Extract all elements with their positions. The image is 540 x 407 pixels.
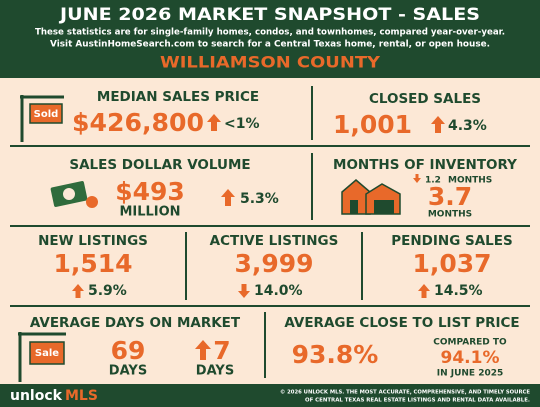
metric-change-unit: DAYS	[196, 364, 234, 379]
sign	[29, 103, 63, 124]
comparison-label: COMPARED TO	[433, 338, 507, 348]
coin	[86, 196, 98, 208]
metric-label: AVERAGE DAYS ON MARKET	[30, 315, 241, 331]
metric-label: ACTIVE LISTINGS	[210, 233, 339, 249]
sign-text: Sale	[35, 348, 59, 359]
metric-value: $426,800	[72, 108, 204, 137]
subtitle: Visit AustinHomeSearch.com to search for…	[50, 40, 490, 50]
metric-value: 69	[111, 336, 146, 365]
up-arrow	[72, 284, 84, 298]
logo-part: unlock	[10, 388, 63, 404]
subtitle: These statistics are for single-family h…	[35, 28, 505, 38]
copyright: © 2026 UNLOCK MLS. THE MOST ACCURATE, CO…	[280, 390, 530, 396]
logo-part: MLS	[65, 388, 98, 404]
metric-change: 1.2	[425, 176, 441, 186]
up-arrow	[195, 340, 211, 360]
metric-label: PENDING SALES	[391, 233, 512, 249]
metric-unit: DAYS	[109, 364, 147, 379]
metric-label: NEW LISTINGS	[38, 233, 148, 249]
up-arrow	[418, 284, 430, 298]
footer-band	[0, 384, 540, 407]
down-arrow	[238, 284, 250, 298]
metric-label: AVERAGE CLOSE TO LIST PRICE	[284, 315, 519, 331]
down-arrow	[413, 174, 421, 183]
metric-value: 93.8%	[292, 340, 379, 369]
metric-value: 1,037	[412, 249, 491, 278]
bill-center	[63, 188, 75, 200]
dividers	[10, 86, 530, 378]
sign	[29, 341, 65, 365]
house-icon	[341, 179, 401, 215]
metric-value: 3.7	[428, 182, 472, 211]
sale-sign-icon: Sale	[18, 332, 66, 382]
metric-label: MONTHS OF INVENTORY	[333, 157, 517, 173]
up-arrow	[221, 189, 235, 206]
up-arrow	[207, 114, 221, 131]
copyright: OF CENTRAL TEXAS REAL ESTATE LISTINGS AN…	[305, 398, 530, 404]
metric-unit: MONTHS	[428, 210, 472, 220]
up-arrow	[431, 116, 445, 133]
metric-change-unit: MONTHS	[448, 176, 492, 186]
metric-label: SALES DOLLAR VOLUME	[69, 157, 250, 173]
metric-change: <1%	[224, 116, 260, 132]
metric-value: 1,001	[333, 110, 412, 139]
metric-label: CLOSED SALES	[369, 91, 481, 107]
metric-unit: MILLION	[119, 205, 180, 220]
metric-value: 3,999	[234, 249, 313, 278]
metric-change: 14.0%	[254, 283, 303, 299]
money-icon	[50, 181, 98, 208]
metric-label: MEDIAN SALES PRICE	[97, 89, 259, 105]
title: JUNE 2026 MARKET SNAPSHOT - SALES	[59, 5, 480, 25]
logo: unlock MLS	[10, 388, 98, 404]
header-band	[0, 0, 540, 78]
metric-change: 5.9%	[88, 283, 127, 299]
sold-sign-icon: Sold	[20, 95, 64, 142]
metric-change: 7	[213, 336, 230, 365]
region: WILLIAMSON COUNTY	[160, 53, 380, 72]
garage	[374, 200, 394, 214]
metric-value: $493	[115, 177, 185, 206]
comparison-value: 94.1%	[441, 348, 500, 368]
metric-change: 5.3%	[240, 191, 279, 207]
metric-change: 14.5%	[434, 283, 483, 299]
comparison-period: IN JUNE 2025	[437, 369, 504, 379]
door	[350, 200, 358, 214]
sign-text: Sold	[34, 109, 59, 120]
metric-change: 4.3%	[448, 118, 487, 134]
metric-value: 1,514	[53, 249, 132, 278]
